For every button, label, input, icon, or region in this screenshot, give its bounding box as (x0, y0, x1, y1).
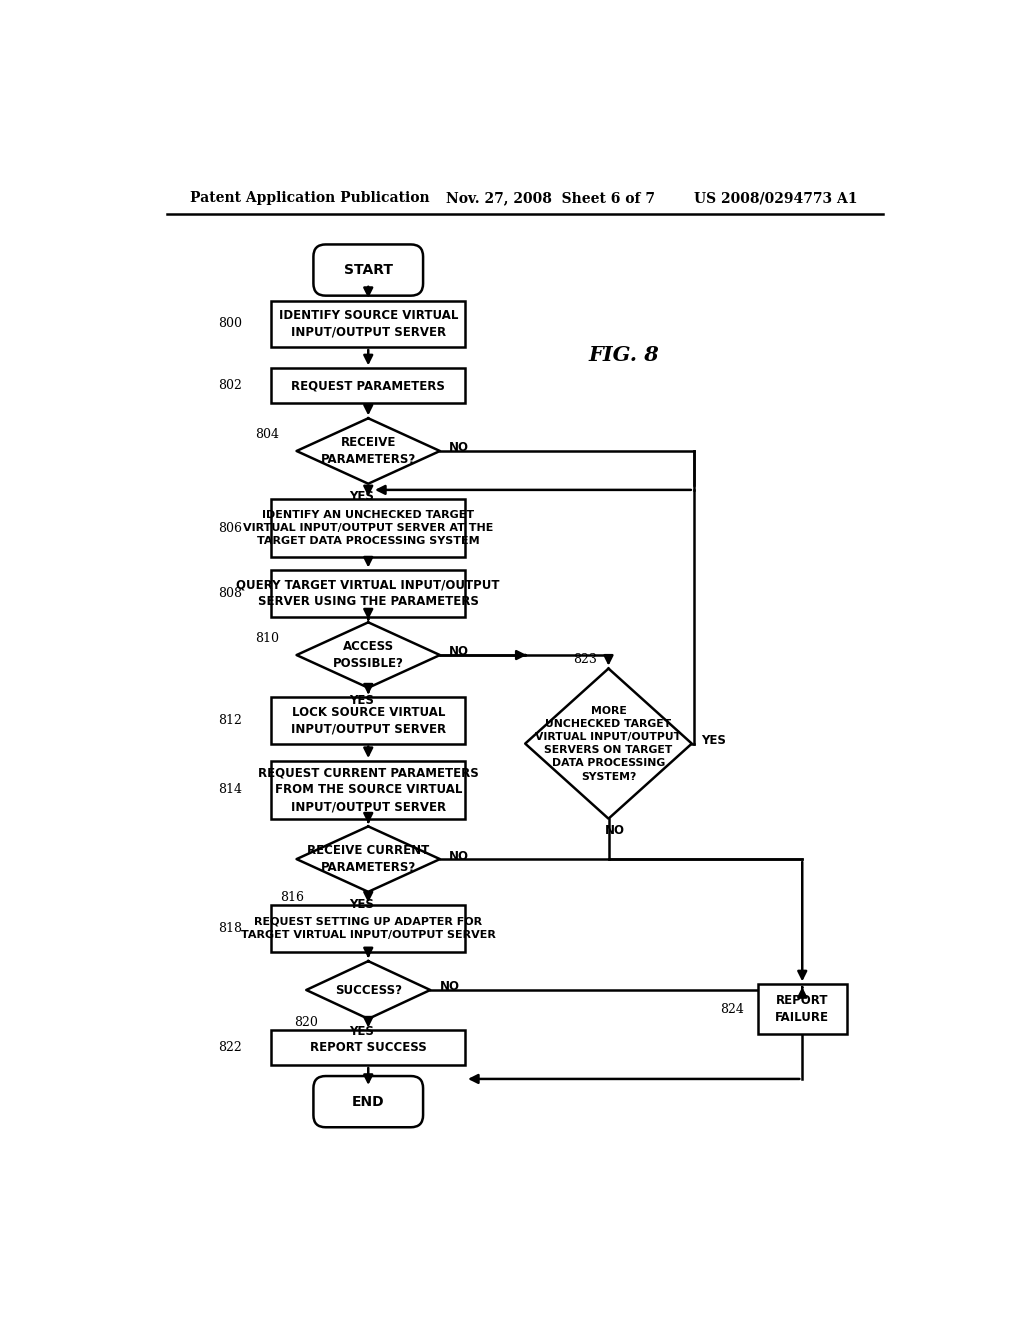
Polygon shape (297, 622, 440, 688)
Text: REQUEST SETTING UP ADAPTER FOR
TARGET VIRTUAL INPUT/OUTPUT SERVER: REQUEST SETTING UP ADAPTER FOR TARGET VI… (241, 917, 496, 940)
Text: 810: 810 (256, 631, 280, 644)
FancyBboxPatch shape (271, 1031, 465, 1065)
Text: FIG. 8: FIG. 8 (589, 345, 659, 364)
Text: 802: 802 (218, 379, 242, 392)
Text: REQUEST PARAMETERS: REQUEST PARAMETERS (291, 379, 445, 392)
FancyBboxPatch shape (271, 906, 465, 952)
Text: START: START (344, 263, 393, 277)
Text: 823: 823 (573, 653, 597, 665)
Polygon shape (306, 961, 430, 1019)
FancyBboxPatch shape (271, 760, 465, 818)
Text: YES: YES (349, 693, 375, 706)
Text: 824: 824 (720, 1003, 743, 1016)
Text: YES: YES (349, 1024, 375, 1038)
FancyBboxPatch shape (271, 499, 465, 557)
Text: 812: 812 (218, 714, 242, 727)
Text: SUCCESS?: SUCCESS? (335, 983, 401, 997)
Text: QUERY TARGET VIRTUAL INPUT/OUTPUT
SERVER USING THE PARAMETERS: QUERY TARGET VIRTUAL INPUT/OUTPUT SERVER… (237, 578, 500, 609)
Text: YES: YES (349, 898, 375, 911)
Text: 804: 804 (256, 428, 280, 441)
Text: YES: YES (701, 734, 726, 747)
FancyBboxPatch shape (271, 301, 465, 347)
FancyBboxPatch shape (271, 697, 465, 743)
FancyBboxPatch shape (271, 570, 465, 616)
Text: ACCESS
POSSIBLE?: ACCESS POSSIBLE? (333, 640, 403, 671)
Text: NO: NO (450, 850, 469, 862)
Text: MORE
UNCHECKED TARGET
VIRTUAL INPUT/OUTPUT
SERVERS ON TARGET
DATA PROCESSING
SYS: MORE UNCHECKED TARGET VIRTUAL INPUT/OUTP… (536, 706, 682, 781)
Text: Patent Application Publication: Patent Application Publication (190, 191, 430, 206)
Text: REPORT
FAILURE: REPORT FAILURE (775, 994, 829, 1024)
Text: LOCK SOURCE VIRTUAL
INPUT/OUTPUT SERVER: LOCK SOURCE VIRTUAL INPUT/OUTPUT SERVER (291, 705, 445, 735)
Text: 814: 814 (218, 783, 242, 796)
Text: IDENTIFY SOURCE VIRTUAL
INPUT/OUTPUT SERVER: IDENTIFY SOURCE VIRTUAL INPUT/OUTPUT SER… (279, 309, 458, 339)
Text: RECEIVE CURRENT
PARAMETERS?: RECEIVE CURRENT PARAMETERS? (307, 843, 429, 874)
Text: 808: 808 (218, 587, 242, 601)
Polygon shape (297, 418, 440, 483)
Text: 806: 806 (218, 521, 242, 535)
Polygon shape (297, 826, 440, 892)
Text: 816: 816 (281, 891, 304, 904)
Text: 822: 822 (218, 1041, 242, 1055)
Text: US 2008/0294773 A1: US 2008/0294773 A1 (693, 191, 857, 206)
Text: NO: NO (450, 441, 469, 454)
Text: IDENTIFY AN UNCHECKED TARGET
VIRTUAL INPUT/OUTPUT SERVER AT THE
TARGET DATA PROC: IDENTIFY AN UNCHECKED TARGET VIRTUAL INP… (243, 510, 494, 546)
Text: Nov. 27, 2008  Sheet 6 of 7: Nov. 27, 2008 Sheet 6 of 7 (445, 191, 654, 206)
Text: NO: NO (605, 824, 625, 837)
FancyBboxPatch shape (758, 985, 847, 1035)
Text: END: END (352, 1094, 385, 1109)
Text: 800: 800 (218, 317, 242, 330)
FancyBboxPatch shape (271, 368, 465, 403)
Text: NO: NO (439, 981, 460, 994)
Text: 820: 820 (294, 1016, 317, 1028)
Text: 818: 818 (218, 921, 242, 935)
FancyBboxPatch shape (313, 1076, 423, 1127)
Polygon shape (525, 668, 692, 818)
Text: REQUEST CURRENT PARAMETERS
FROM THE SOURCE VIRTUAL
INPUT/OUTPUT SERVER: REQUEST CURRENT PARAMETERS FROM THE SOUR… (258, 767, 478, 813)
FancyBboxPatch shape (313, 244, 423, 296)
Text: NO: NO (450, 645, 469, 659)
Text: RECEIVE
PARAMETERS?: RECEIVE PARAMETERS? (321, 436, 416, 466)
Text: REPORT SUCCESS: REPORT SUCCESS (310, 1041, 427, 1055)
Text: YES: YES (349, 490, 375, 503)
